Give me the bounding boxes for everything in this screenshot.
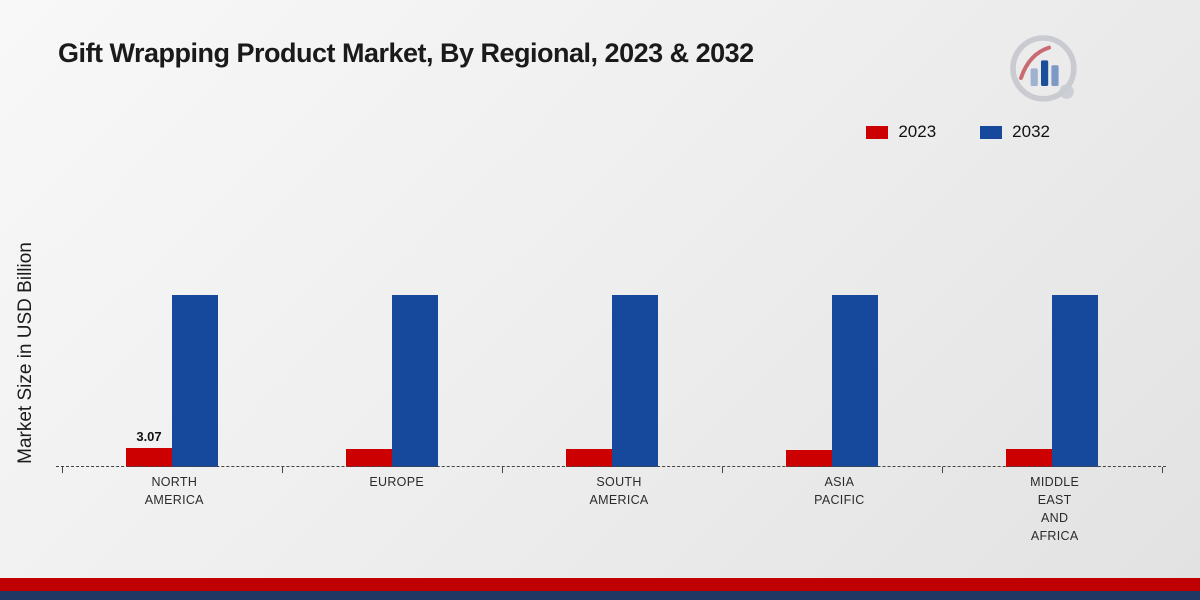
bar-2032-asia-pacific bbox=[832, 295, 878, 467]
bar-2032-south-america bbox=[612, 295, 658, 467]
legend-swatch-2032 bbox=[980, 125, 1003, 139]
bar-group-south-america bbox=[566, 295, 658, 467]
bar-value-label: 3.07 bbox=[136, 429, 162, 444]
bar-2023-middle-east-and-africa bbox=[1006, 449, 1052, 467]
axis-tick bbox=[62, 467, 63, 473]
legend-label: 2023 bbox=[898, 122, 937, 141]
bar-group-north-america: 3.07 bbox=[126, 295, 218, 467]
bar-groups: 3.07 bbox=[62, 120, 1162, 467]
bars bbox=[1006, 295, 1098, 467]
axis-tick bbox=[502, 467, 503, 473]
axis-tick bbox=[722, 467, 723, 473]
x-label-south-america: SOUTH AMERICA bbox=[589, 475, 649, 508]
bar-2032-europe bbox=[392, 295, 438, 467]
bar-2032-north-america bbox=[172, 295, 218, 467]
bar-2023-south-america bbox=[566, 449, 612, 467]
bars bbox=[346, 295, 438, 467]
bar-group-middle-east-and-africa bbox=[1006, 295, 1098, 467]
legend-label: 2032 bbox=[1012, 122, 1050, 141]
footer-navy-band bbox=[0, 591, 1200, 600]
company-logo-icon bbox=[1010, 35, 1077, 102]
bar-2023-europe bbox=[346, 449, 392, 467]
footer-red-band bbox=[0, 578, 1200, 591]
bar-2023-north-america: 3.07 bbox=[126, 429, 172, 467]
chart-title: Gift Wrapping Product Market, By Regiona… bbox=[58, 38, 754, 68]
legend-item-2023[interactable]: 2023 bbox=[866, 122, 936, 142]
legend-item-2032[interactable]: 2032 bbox=[980, 122, 1050, 142]
axis-tick bbox=[942, 467, 943, 473]
bars bbox=[786, 295, 878, 467]
bars: 3.07 bbox=[126, 295, 218, 467]
x-label-europe: EUROPE bbox=[369, 475, 424, 489]
bar-group-asia-pacific bbox=[786, 295, 878, 467]
legend-swatch-2023 bbox=[866, 125, 889, 139]
x-label-north-america: NORTH AMERICA bbox=[144, 475, 204, 508]
axis-tick bbox=[1162, 467, 1163, 473]
bar-2023-asia-pacific bbox=[786, 450, 832, 467]
x-label-middle-east-and-africa: MIDDLE EAST AND AFRICA bbox=[1030, 475, 1080, 544]
legend: 2023 2032 bbox=[866, 122, 1050, 142]
bar-2032-middle-east-and-africa bbox=[1052, 295, 1098, 467]
x-label-asia-pacific: ASIA PACIFIC bbox=[814, 475, 865, 508]
x-axis-baseline bbox=[56, 466, 1166, 467]
bars bbox=[566, 295, 658, 467]
y-axis-label: Market Size in USD Billion bbox=[15, 242, 36, 464]
x-axis-labels: NORTH AMERICA EUROPE SOUTH AMERICA ASIA PAC… bbox=[62, 473, 1162, 546]
bar-group-europe bbox=[346, 295, 438, 467]
plot-area: 3.07 bbox=[56, 120, 1166, 473]
axis-tick bbox=[282, 467, 283, 473]
